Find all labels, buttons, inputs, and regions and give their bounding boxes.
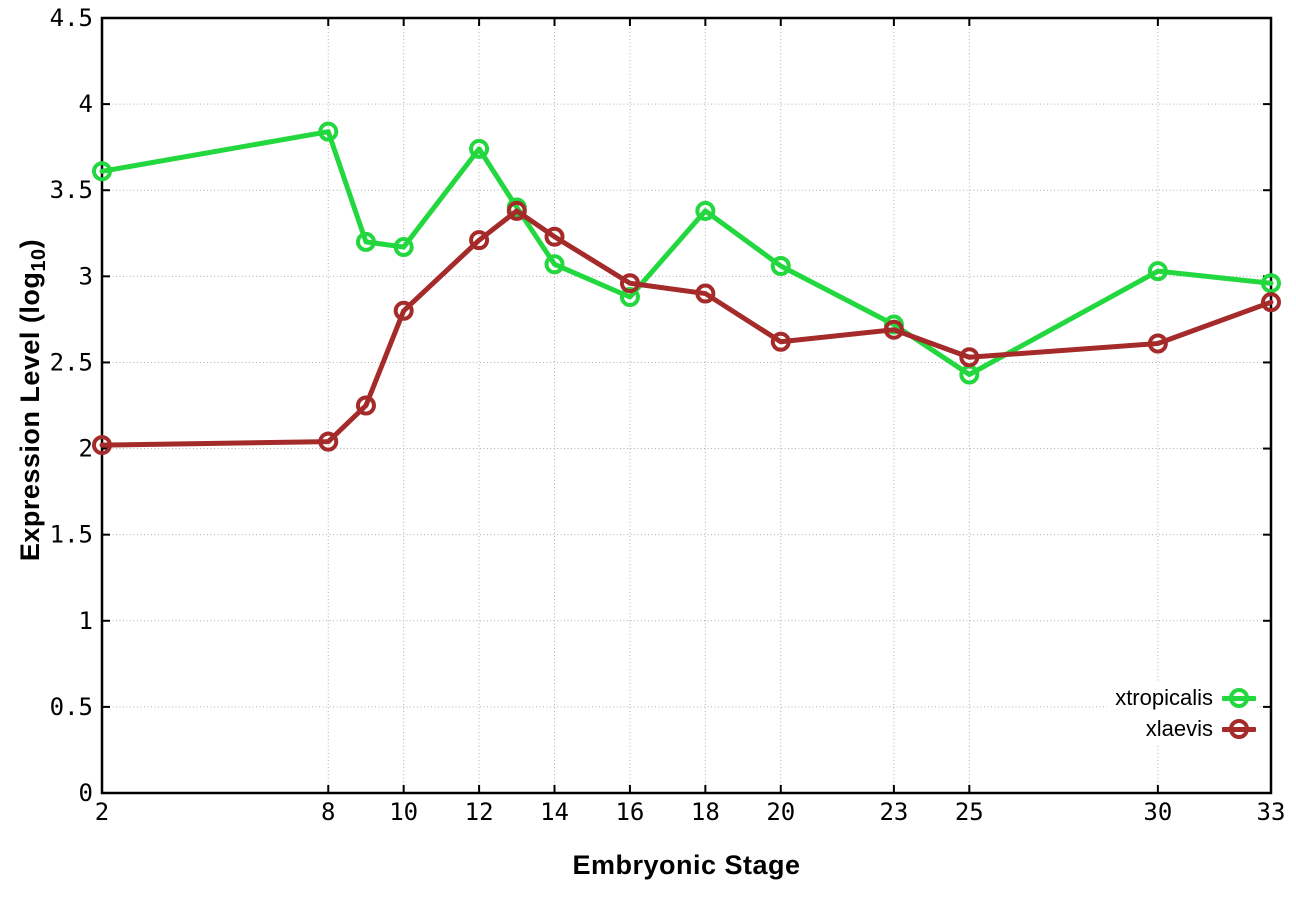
legend-item-xlaevis: xlaevis [1115,716,1256,742]
y-tick-label: 2 [79,435,93,463]
legend-circle-icon [1229,688,1249,708]
y-axis-title-suffix: ) [14,238,45,249]
legend: xtropicalis xlaevis [1107,683,1256,744]
series-line-xtropicalis [99,129,1274,377]
data-point-xlaevis [1261,292,1281,313]
data-point-xtropicalis [619,287,640,307]
legend-label-xtropicalis: xtropicalis [1115,685,1213,710]
data-point-xtropicalis [1261,273,1281,294]
legend-sample-xtropicalis [1222,687,1256,709]
x-tick-label: 8 [321,798,335,826]
x-tick-label: 23 [879,798,908,826]
x-tick-label: 20 [766,798,795,826]
y-tick-label: 4.5 [50,4,93,32]
y-axis-title-text: Expression Level (log [14,271,45,562]
legend-label-xlaevis: xlaevis [1145,716,1213,741]
data-point-xlaevis [92,435,112,456]
x-tick-label: 2 [95,798,109,826]
x-tick-label: 33 [1257,798,1286,826]
y-tick-label: 0 [79,779,93,807]
data-point-xtropicalis [393,237,414,258]
x-tick-label: 18 [691,798,720,826]
x-tick-label: 30 [1143,798,1172,826]
data-point-xlaevis [619,273,640,294]
plot-border [100,16,1273,795]
data-point-xlaevis [393,300,414,321]
series-line-xlaevis [99,208,1274,448]
data-point-xtropicalis [544,254,565,275]
y-tick-label: 1 [79,607,93,635]
y-tick-label: 2.5 [50,348,93,376]
y-tick-label: 3.5 [50,176,93,204]
x-axis-title: Embryonic Stage [572,850,801,880]
data-point-xlaevis [1147,333,1168,354]
x-tick-label: 16 [615,798,644,826]
y-tick-label: 3 [79,262,93,290]
data-point-xtropicalis [355,231,376,252]
x-tick-label: 25 [955,798,984,826]
data-point-xlaevis [506,200,527,221]
data-point-xlaevis [883,319,904,340]
legend-sample-xlaevis [1222,718,1256,740]
data-point-xlaevis [544,226,565,247]
data-point-xtropicalis [92,161,112,182]
data-point-xtropicalis [318,121,339,142]
y-tick-label: 4 [79,90,93,118]
data-point-xtropicalis [770,256,791,276]
data-point-xlaevis [469,230,490,251]
x-tick-label: 14 [540,798,569,826]
legend-circle-icon [1229,719,1249,739]
y-tick-label: 0.5 [50,693,93,721]
y-axis-title: Expression Level (log10) [15,239,51,561]
y-tick-label: 1.5 [50,521,93,549]
x-tick-label: 12 [465,798,494,826]
data-point-xlaevis [959,347,980,368]
data-point-xtropicalis [1147,261,1168,282]
data-point-xlaevis [355,395,376,416]
legend-item-xtropicalis: xtropicalis [1115,685,1256,711]
data-point-xlaevis [695,283,716,304]
data-point-xtropicalis [469,138,490,159]
y-axis-title-subscript: 10 [28,248,51,272]
x-tick-label: 10 [389,798,418,826]
data-point-xtropicalis [695,200,716,221]
data-point-xlaevis [318,431,339,452]
data-point-xlaevis [770,331,791,352]
